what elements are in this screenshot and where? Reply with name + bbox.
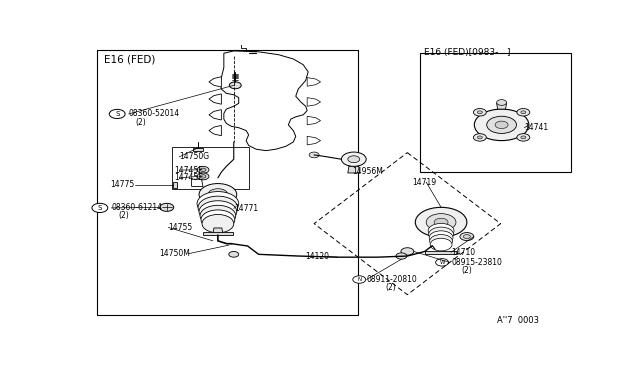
Circle shape [199,183,237,205]
Circle shape [109,109,125,119]
Circle shape [521,111,526,114]
Circle shape [521,136,526,139]
Circle shape [348,156,360,163]
Circle shape [197,166,209,173]
Circle shape [197,192,239,216]
Text: 14719: 14719 [412,178,436,187]
Circle shape [474,134,486,141]
Circle shape [486,116,516,134]
Circle shape [353,276,365,283]
Polygon shape [348,166,360,173]
Text: S: S [98,205,102,211]
Circle shape [228,251,239,257]
Circle shape [341,152,366,166]
Polygon shape [209,125,221,136]
Circle shape [463,235,470,238]
Text: (2): (2) [136,118,147,127]
Polygon shape [203,232,233,235]
Circle shape [200,175,206,178]
Circle shape [401,248,414,255]
Circle shape [309,152,319,158]
Text: (2): (2) [461,266,472,275]
Circle shape [429,231,453,244]
Circle shape [201,210,235,230]
Polygon shape [307,97,321,106]
Text: (2): (2) [385,283,396,292]
Circle shape [495,121,508,129]
Circle shape [198,196,237,219]
Circle shape [396,253,407,259]
Circle shape [92,203,108,212]
Circle shape [474,109,529,141]
Circle shape [200,205,236,226]
Text: 14956M: 14956M [352,167,383,176]
Text: N: N [357,277,362,282]
Bar [420,53,571,172]
Text: 14745E: 14745E [174,173,204,182]
Circle shape [426,214,456,231]
Polygon shape [209,77,221,87]
Text: 14745F: 14745F [174,166,203,174]
Polygon shape [213,228,223,234]
Circle shape [436,259,449,266]
Circle shape [477,111,483,114]
Polygon shape [307,136,321,145]
Circle shape [477,136,483,139]
Circle shape [517,109,530,116]
Polygon shape [497,103,507,109]
Text: W: W [439,260,445,265]
Circle shape [428,223,454,238]
Polygon shape [193,148,203,151]
Text: A''7  0003: A''7 0003 [497,316,539,325]
Polygon shape [191,179,203,186]
Circle shape [460,232,474,241]
Circle shape [415,207,467,237]
Text: 08911-20810: 08911-20810 [367,275,417,284]
Circle shape [497,100,507,105]
Circle shape [434,218,448,226]
Circle shape [429,235,452,248]
Circle shape [474,109,486,116]
Polygon shape [209,94,221,104]
Circle shape [160,203,173,211]
Text: 14750M: 14750M [159,249,190,258]
Text: 14750G: 14750G [179,153,209,161]
Circle shape [208,189,228,200]
Text: E16 (FED): E16 (FED) [104,55,155,64]
Circle shape [229,82,241,89]
Polygon shape [425,251,457,254]
Text: 14710: 14710 [451,248,475,257]
Circle shape [200,168,206,171]
Circle shape [429,227,454,241]
Text: 14755: 14755 [168,223,193,232]
Text: 14771: 14771 [234,204,258,213]
Text: 14775: 14775 [110,180,134,189]
Circle shape [202,215,234,233]
Text: 08360-61214: 08360-61214 [111,203,163,212]
Text: 14741: 14741 [524,123,548,132]
Polygon shape [209,110,221,120]
Circle shape [199,201,237,222]
Text: 14120: 14120 [306,252,330,261]
Text: 08915-23810: 08915-23810 [451,258,502,267]
Text: 08360-52014: 08360-52014 [129,109,180,118]
Bar [97,50,358,315]
Text: E16 (FED)[0983-   ]: E16 (FED)[0983- ] [424,48,510,57]
Circle shape [197,173,209,180]
Polygon shape [307,78,321,86]
Circle shape [430,238,452,251]
Polygon shape [307,116,321,125]
Bar [172,147,248,189]
Text: (2): (2) [118,211,129,221]
Text: S: S [115,111,120,117]
Polygon shape [173,182,177,188]
Polygon shape [220,51,308,151]
Circle shape [517,134,530,141]
